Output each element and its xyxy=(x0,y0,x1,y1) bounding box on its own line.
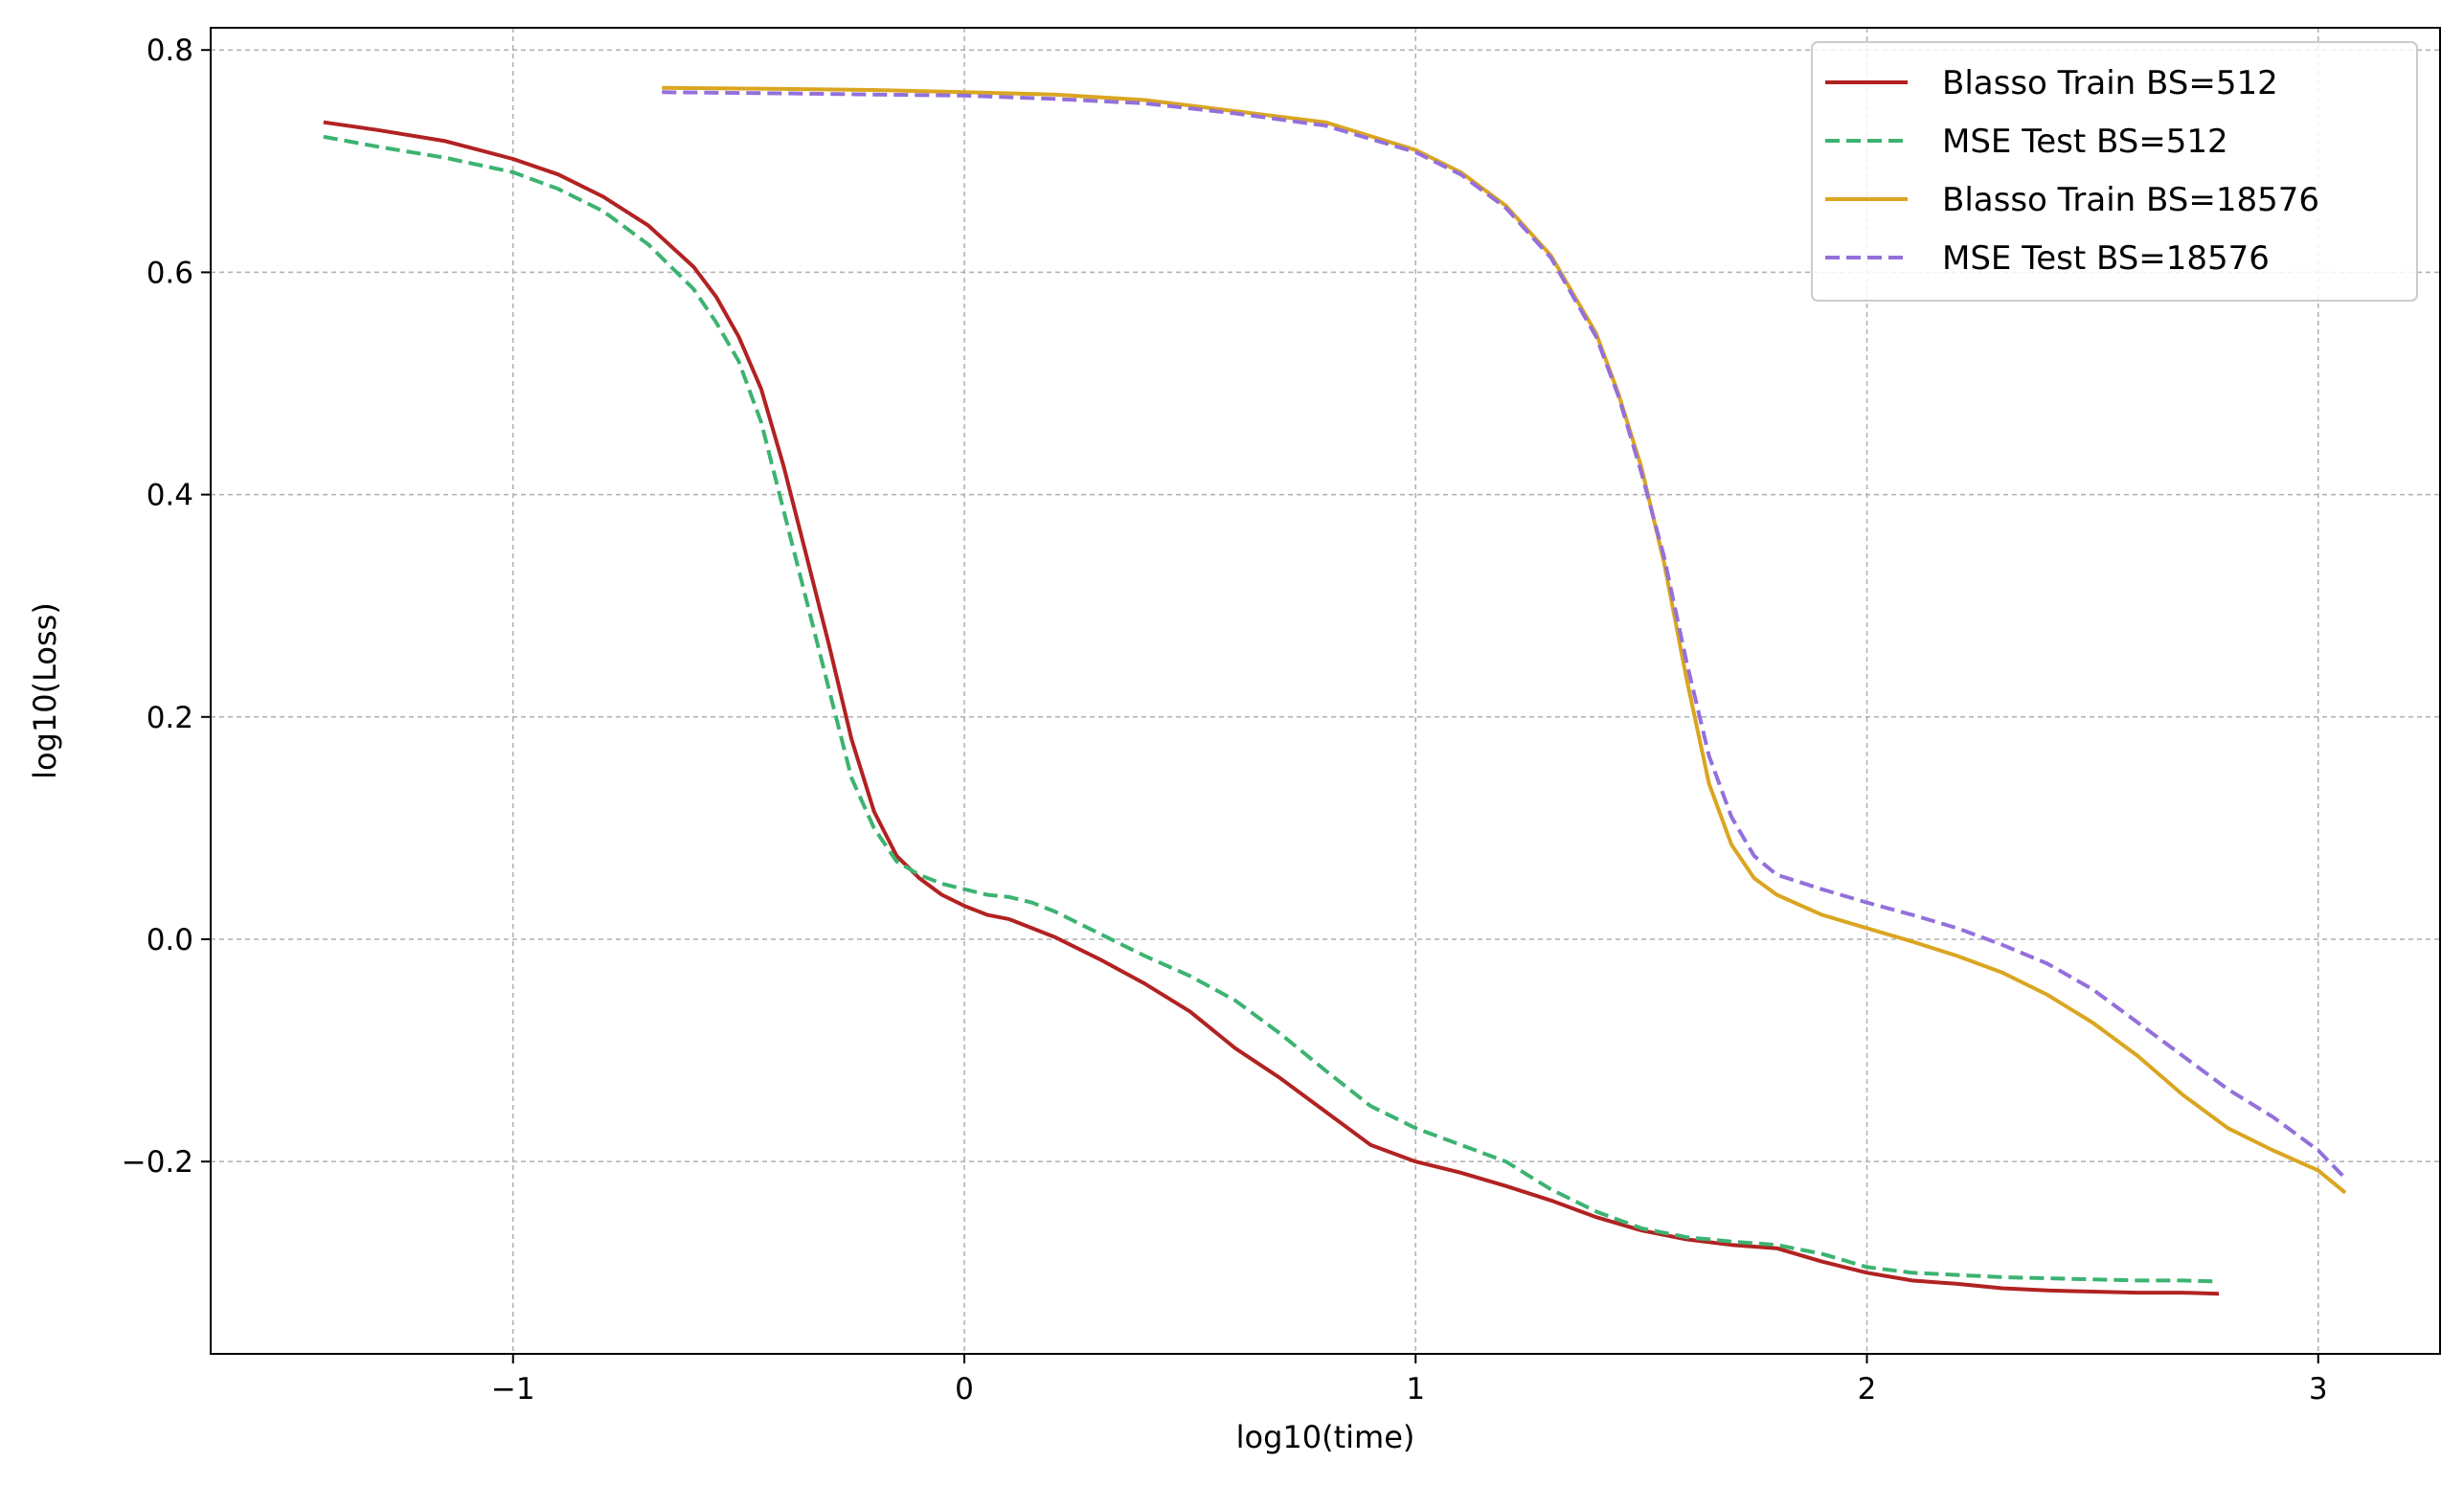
legend-box xyxy=(1811,41,2418,302)
plot-frame xyxy=(210,27,2441,1355)
y-tick-label: 0.2 xyxy=(147,701,193,735)
x-tick-label: 1 xyxy=(1406,1372,1425,1407)
y-tick-label: 0.6 xyxy=(147,256,193,290)
legend-label: Blasso Train BS=512 xyxy=(1942,64,2278,102)
x-tick-label: −1 xyxy=(491,1372,535,1407)
y-tick-label: 0.8 xyxy=(147,34,193,68)
y-tick-label: 0.4 xyxy=(147,479,193,513)
y-axis-label: log10(Loss) xyxy=(27,602,63,779)
legend-label: Blasso Train BS=18576 xyxy=(1942,181,2319,219)
x-tick-label: 0 xyxy=(955,1372,974,1407)
legend-label: MSE Test BS=18576 xyxy=(1942,239,2270,278)
x-tick-label: 2 xyxy=(1858,1372,1877,1407)
series-line xyxy=(323,120,2220,1296)
x-axis-label: log10(time) xyxy=(1236,1419,1415,1455)
y-tick-label: 0.0 xyxy=(147,923,193,957)
series-line xyxy=(662,90,2347,1180)
series-line xyxy=(323,134,2220,1284)
legend-label: MSE Test BS=512 xyxy=(1942,123,2228,161)
series-layer xyxy=(323,85,2347,1296)
x-tick-label: 3 xyxy=(2309,1372,2328,1407)
legend: Blasso Train BS=512 MSE Test BS=512 Blasso… xyxy=(1811,41,2418,302)
y-tick-label: −0.2 xyxy=(122,1145,193,1180)
y-axis-ticks: 0.8 0.6 0.4 0.2 0.0 −0.2 xyxy=(122,34,211,1180)
x-axis-ticks: −1 0 1 2 3 xyxy=(491,1354,2328,1407)
series-line xyxy=(662,85,2347,1195)
